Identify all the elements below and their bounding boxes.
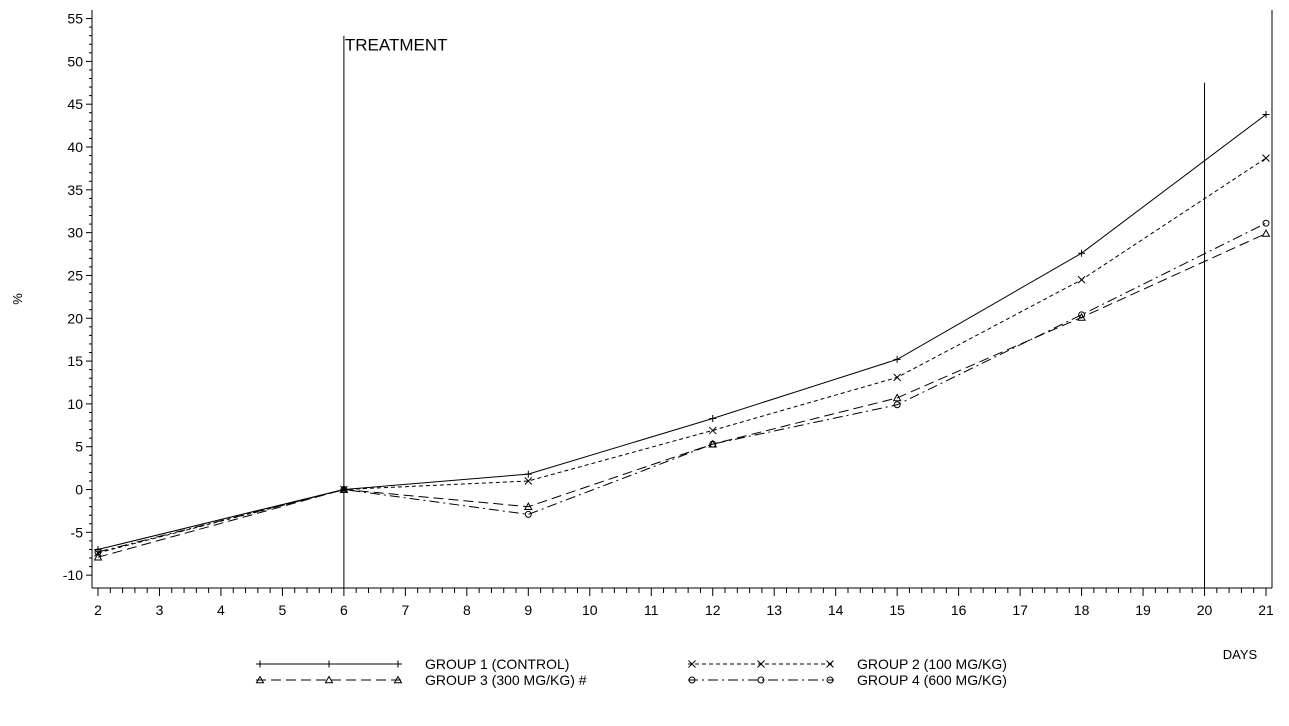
reference-line-label: TREATMENT <box>345 36 448 55</box>
y-tick-label: 50 <box>67 53 83 69</box>
data-point-circle <box>709 440 717 448</box>
data-point-plus <box>893 355 901 363</box>
y-tick-label: 55 <box>67 11 83 27</box>
y-tick-label: 45 <box>67 96 83 112</box>
data-point-triangle <box>93 552 103 561</box>
series-4 <box>94 219 1270 556</box>
series-line <box>97 114 1267 550</box>
data-point-x <box>524 477 533 485</box>
y-tick-label: -10 <box>63 567 83 583</box>
x-tick-label: 3 <box>156 602 164 618</box>
x-tick-label: 8 <box>463 602 471 618</box>
y-tick-label: 20 <box>67 310 83 326</box>
legend-marker-plus <box>325 660 333 668</box>
legend-item: GROUP 4 (600 MG/KG) <box>688 672 1007 688</box>
data-point-circle <box>1262 219 1270 227</box>
x-tick-label: 13 <box>766 602 782 618</box>
y-tick-label: 25 <box>67 267 83 283</box>
x-tick-label: 19 <box>1135 602 1151 618</box>
x-tick-label: 4 <box>217 602 225 618</box>
y-tick-label: 0 <box>75 482 83 498</box>
y-tick-label: 15 <box>67 353 83 369</box>
legend-item: GROUP 2 (100 MG/KG) <box>688 656 1007 672</box>
series-2 <box>94 154 1270 557</box>
series-3 <box>93 228 1271 561</box>
legend-marker-triangle <box>255 675 265 684</box>
data-point-plus <box>1262 110 1270 118</box>
data-point-circle <box>1078 311 1086 319</box>
x-tick-label: 14 <box>828 602 844 618</box>
data-point-circle <box>340 486 348 494</box>
x-tick-label: 11 <box>644 602 659 618</box>
x-tick-label: 5 <box>279 602 287 618</box>
y-tick-label: -5 <box>71 524 84 540</box>
legend-label: GROUP 3 (300 MG/KG) # <box>425 672 587 688</box>
legend-item: GROUP 3 (300 MG/KG) # <box>255 672 587 688</box>
y-tick-label: 5 <box>75 439 83 455</box>
data-point-x <box>1077 275 1086 284</box>
legend-marker-plus <box>256 660 264 668</box>
x-tick-label: 2 <box>94 602 102 618</box>
data-point-triangle <box>523 502 533 510</box>
legend-label: GROUP 1 (CONTROL) <box>425 656 569 672</box>
x-tick-label: 7 <box>401 602 409 618</box>
data-point-circle <box>524 510 532 518</box>
legend-label: GROUP 4 (600 MG/KG) <box>857 672 1007 688</box>
data-point-plus <box>709 414 717 422</box>
y-axis-title: % <box>10 293 25 305</box>
data-series <box>93 110 1271 561</box>
x-tick-label: 16 <box>951 602 967 618</box>
data-point-x <box>893 373 902 382</box>
data-point-plus <box>524 470 532 478</box>
legend-label: GROUP 2 (100 MG/KG) <box>857 656 1007 672</box>
x-tick-label: 20 <box>1197 602 1213 618</box>
legend-marker-triangle <box>393 675 403 684</box>
series-line <box>97 222 1267 553</box>
legend-marker-triangle <box>324 675 334 684</box>
x-tick-label: 9 <box>524 602 532 618</box>
x-tick-label: 15 <box>889 602 905 618</box>
legend-marker-x <box>688 660 696 668</box>
legend-marker-circle <box>757 676 765 684</box>
y-tick-label: 10 <box>67 396 83 412</box>
legend-marker-circle <box>688 676 696 684</box>
x-tick-label: 10 <box>582 602 598 618</box>
legend-marker-x <box>826 660 834 668</box>
x-tick-label: 21 <box>1258 602 1274 618</box>
x-axis-title: DAYS <box>1223 647 1258 662</box>
legend-marker-circle <box>826 676 834 684</box>
x-tick-label: 17 <box>1012 602 1028 618</box>
data-point-plus <box>1078 249 1086 257</box>
data-point-triangle <box>1261 228 1271 237</box>
legend-item: GROUP 1 (CONTROL) <box>256 656 569 672</box>
data-point-x <box>1262 154 1270 162</box>
series-1 <box>94 110 1270 553</box>
y-tick-label: 35 <box>67 182 83 198</box>
x-tick-label: 12 <box>705 602 721 618</box>
data-point-x <box>708 426 717 435</box>
x-tick-label: 6 <box>340 602 348 618</box>
data-point-circle <box>94 548 102 556</box>
series-line <box>97 233 1267 558</box>
y-tick-label: 40 <box>67 139 83 155</box>
y-tick-label: 30 <box>67 225 83 241</box>
data-point-circle <box>893 401 901 409</box>
series-line <box>97 157 1267 554</box>
reference-lines: TREATMENT <box>343 35 1206 588</box>
x-tick-label: 18 <box>1074 602 1090 618</box>
legend-marker-x <box>757 660 765 668</box>
legend: GROUP 1 (CONTROL) GROUP 2 (100 MG/KG)GROU… <box>255 656 1007 688</box>
legend-marker-plus <box>394 660 402 668</box>
data-point-triangle <box>892 393 902 402</box>
